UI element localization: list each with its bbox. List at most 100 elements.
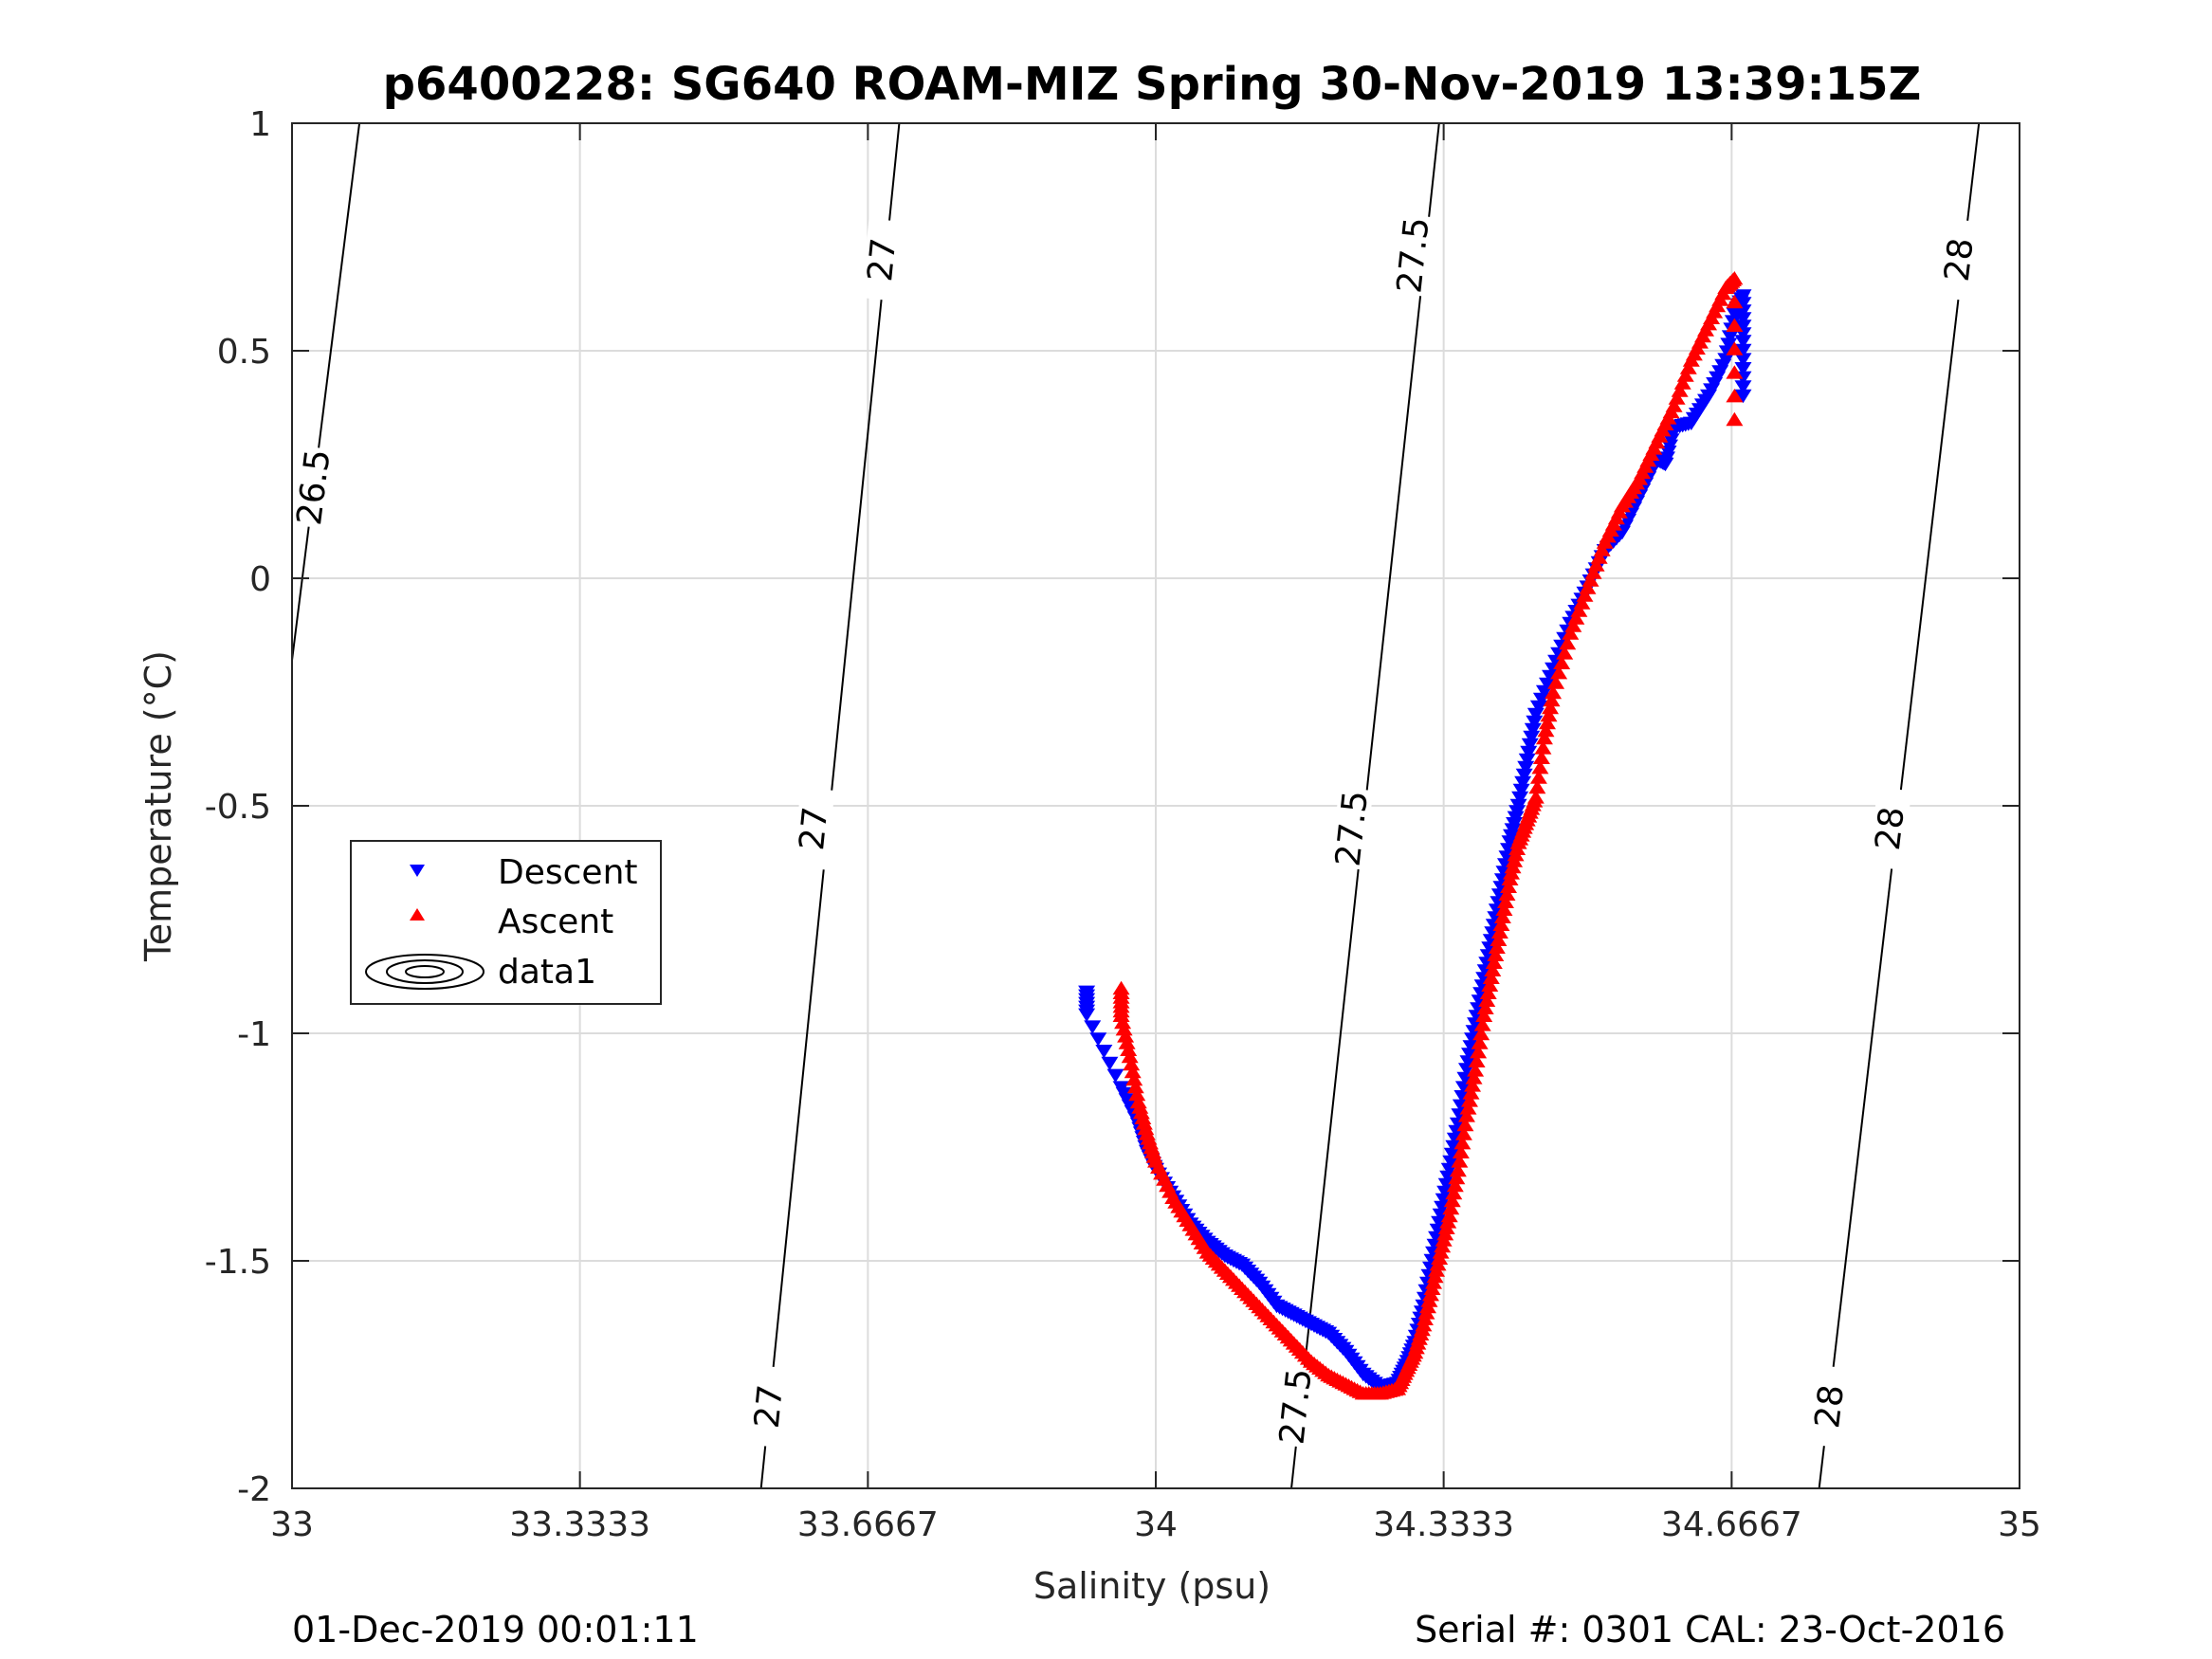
point-descent [1501,835,1519,849]
point-ascent [1726,365,1744,379]
point-ascent [1485,955,1503,969]
point-ascent [1481,977,1499,992]
point-ascent [1676,368,1694,382]
point-ascent [1542,700,1560,715]
point-descent [1526,715,1544,730]
point-ascent [1492,917,1510,931]
data-points [1078,271,1752,1400]
point-descent [1512,783,1530,798]
point-ascent [1464,1078,1482,1092]
point-descent [1734,335,1752,349]
contour-label-bg [1274,1364,1317,1449]
point-ascent [1593,542,1611,556]
point-descent [1507,811,1525,825]
point-ascent [1467,1063,1485,1077]
point-descent [1509,798,1527,813]
point-ascent [1120,1042,1138,1056]
point-ascent [1538,715,1556,730]
contour-label: 27.5 [1272,1367,1319,1447]
y-tick-label: -1 [237,1015,271,1054]
point-ascent [1679,360,1697,374]
point-descent [1661,439,1679,453]
y-axis-label: Temperature (°C) [137,650,179,962]
point-ascent [1556,646,1574,660]
contour-label-bg [1392,213,1435,297]
point-ascent [1532,750,1550,764]
point-ascent [1451,1154,1469,1168]
point-ascent [1579,580,1597,594]
y-tick-label: -2 [237,1470,271,1509]
point-ascent [1573,595,1591,610]
point-ascent [1584,565,1602,579]
contour-label: 28 [1938,236,1982,283]
point-ascent [1123,1056,1141,1071]
point-descent [1659,446,1677,460]
legend-label-data1: data1 [498,953,596,992]
point-ascent [1445,1185,1463,1200]
point-ascent [1453,1136,1472,1150]
point-ascent [1125,1071,1143,1086]
point-ascent [1126,1079,1144,1094]
point-ascent [1470,1045,1488,1059]
point-descent [1734,380,1752,394]
contour-label-bg [1330,787,1374,870]
legend-marker-data1 [365,954,484,990]
point-ascent [1117,1029,1135,1043]
point-descent [1078,1008,1096,1022]
point-ascent [1484,962,1502,976]
point-ascent [1121,1048,1139,1064]
point-ascent [1440,1208,1458,1223]
point-ascent [1118,1035,1136,1049]
point-descent [1717,353,1735,367]
point-ascent [1547,675,1565,689]
legend-label-ascent: Ascent [498,902,613,941]
point-ascent [1587,557,1605,572]
contour-label-bg [291,446,336,529]
point-ascent [1581,573,1600,587]
contour-label: 28 [1869,805,1912,852]
point-ascent [1487,947,1505,961]
point-ascent [1726,318,1744,332]
point-ascent [1476,1000,1494,1014]
point-descent [1101,1056,1119,1071]
point-ascent [1443,1193,1461,1208]
point-descent [1734,297,1752,311]
point-ascent [1490,932,1508,946]
point-descent [1460,1048,1478,1062]
point-ascent [1495,902,1513,916]
point-ascent [1545,684,1563,700]
legend-marker-ascent [410,908,425,921]
point-ascent [1726,271,1744,285]
legend-box [350,840,662,1005]
point-descent [1506,817,1524,831]
contour-label: 27 [861,236,904,283]
point-ascent [1475,1008,1493,1022]
y-tick-label: -0.5 [205,788,271,827]
y-axis-ticks: -2 -1.5 -1 -0.5 0 0.5 1 [205,105,2020,1509]
point-ascent [1472,1026,1490,1041]
point-ascent [1673,375,1691,390]
point-descent [1089,1032,1107,1047]
point-descent [1454,1081,1472,1095]
point-ascent [1567,611,1585,625]
point-descent [1523,730,1541,745]
legend: Descent Ascent data1 [350,840,662,1005]
legend-label-descent: Descent [498,853,638,892]
point-descent [1515,768,1533,783]
y-tick-label: 0 [249,560,271,599]
point-ascent [1454,1126,1472,1140]
point-ascent [1490,924,1508,939]
point-descent [1658,451,1676,465]
contour-label: 27.5 [1390,215,1436,295]
point-ascent [1726,411,1744,427]
density-contours: 26.5 27 27 27 27.5 27.5 27.5 28 28 28 [290,122,1982,1489]
point-ascent [1460,1093,1478,1107]
point-ascent [1537,722,1555,738]
chart-title: p6400228: SG640 ROAM-MIZ Spring 30-Nov-2… [383,58,1922,111]
y-tick-label: 0.5 [217,333,271,372]
point-descent [1518,753,1536,768]
point-ascent [1590,550,1608,564]
point-ascent [1726,294,1744,309]
point-descent [1721,330,1739,344]
contour-label: 27 [793,805,835,852]
